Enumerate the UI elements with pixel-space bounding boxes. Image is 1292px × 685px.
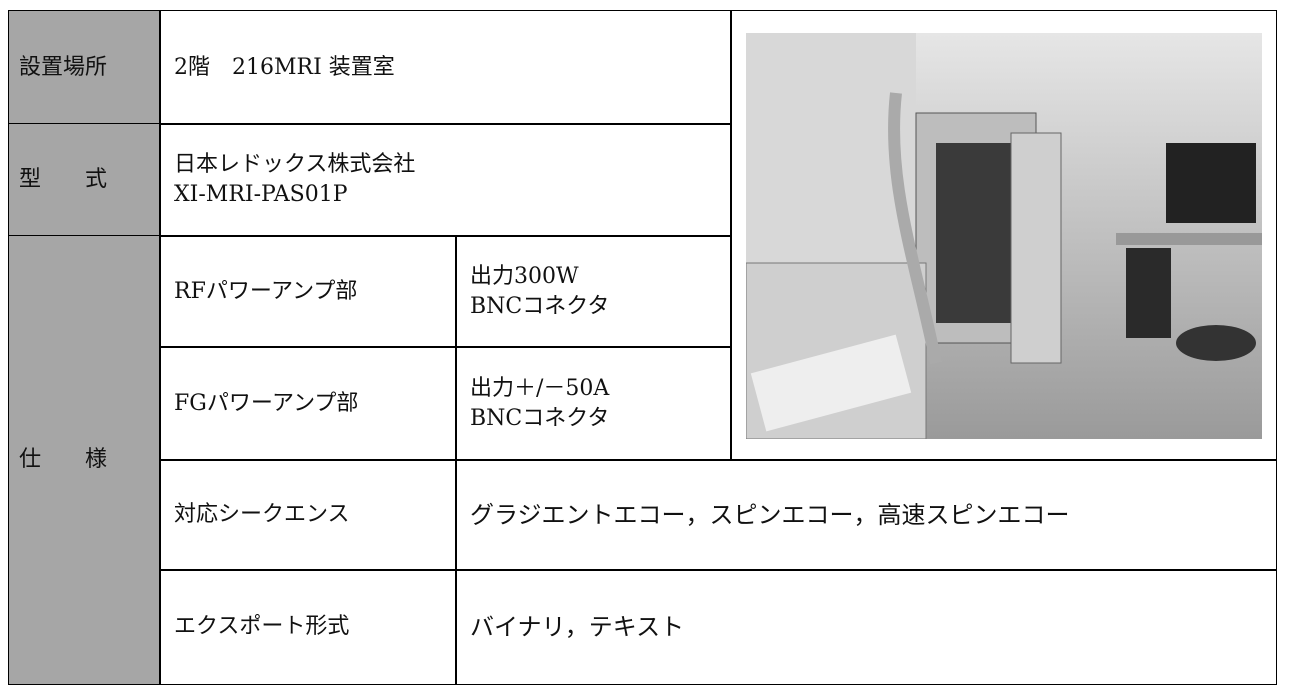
item-cell: エクスポート形式 [159,569,457,685]
item-value: 出力300W [470,263,579,289]
label: 設置場所 [19,54,108,80]
item-value: BNCコネクタ [470,293,610,319]
value: 日本レドックス株式会社 [174,152,416,177]
photo [745,32,1262,439]
item-cell: バイナリ，テキスト [455,569,1277,685]
item-cell: 出力300W BNCコネクタ [455,235,732,348]
item-cell: FGパワーアンプ部 [159,346,457,461]
label-cell: 型 式 [8,123,161,237]
item-value: BNCコネクタ [470,405,610,431]
item-name: RFパワーアンプ部 [174,278,358,304]
item-value: グラジエントエコー，スピンエコー，高速スピンエコー [470,501,1070,529]
value-cell: 2階 216MRI 装置室 [159,10,732,125]
item-cell: RFパワーアンプ部 [159,235,457,348]
item-value: バイナリ，テキスト [470,613,685,641]
label-cell: 仕 様 [8,235,161,685]
photo-cell [730,10,1277,461]
item-cell: 対応シークエンス [159,459,457,571]
label: 仕 様 [19,447,108,472]
item-name: エクスポート形式 [174,614,350,639]
item-value: 出力＋/－50A [470,375,610,401]
item-cell: グラジエントエコー，スピンエコー，高速スピンエコー [455,459,1277,571]
item-cell: 出力＋/－50A BNCコネクタ [455,346,732,461]
value: XI-MRI-PAS01P [174,182,348,207]
label: 型 式 [19,167,108,192]
item-name: FGパワーアンプ部 [174,390,359,416]
value: 2階 216MRI 装置室 [174,54,395,80]
value-cell: 日本レドックス株式会社 XI-MRI-PAS01P [159,123,732,237]
label-cell: 設置場所 [8,10,161,125]
item-name: 対応シークエンス [174,502,350,527]
